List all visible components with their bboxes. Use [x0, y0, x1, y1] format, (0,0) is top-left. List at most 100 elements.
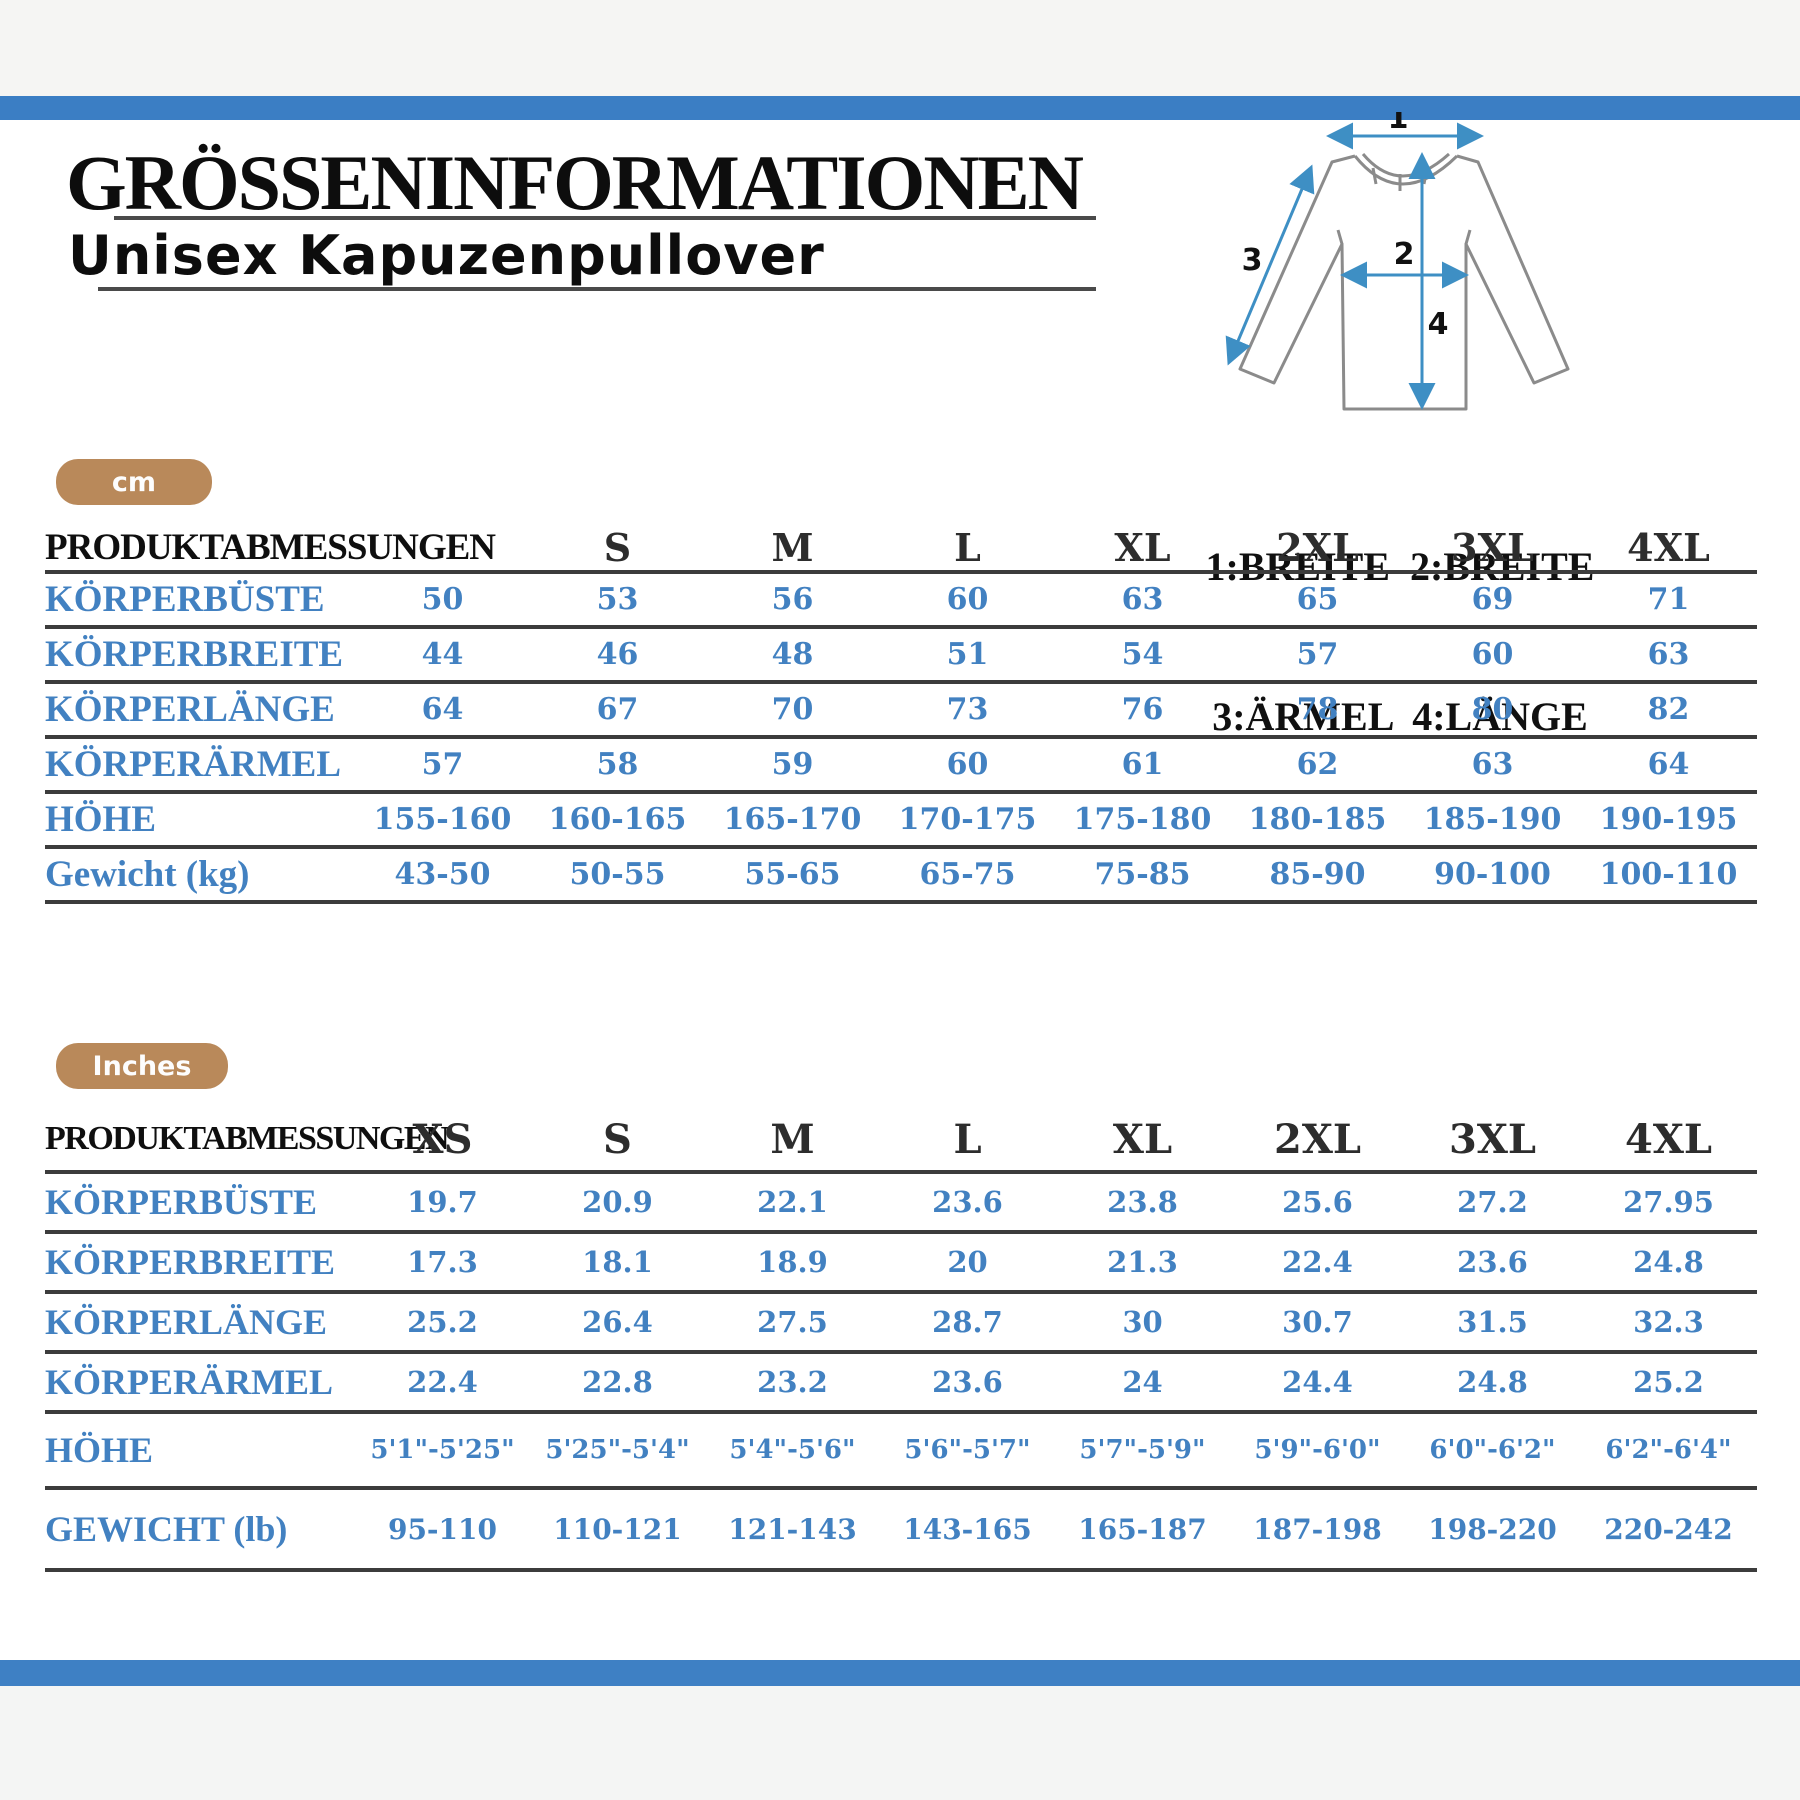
- cm_table-value-0-7: 71: [1647, 582, 1690, 617]
- cm_table-value-2-0: 64: [421, 692, 464, 727]
- cm_table-row-label-0: KÖRPERBÜSTE: [45, 579, 325, 620]
- cm_table-value-4-2: 165-170: [723, 802, 862, 837]
- inches_table-value-3-3: 23.6: [932, 1365, 1003, 1399]
- cm_table-value-0-6: 69: [1471, 582, 1514, 617]
- inches_table-value-4-5: 5'9"-6'0": [1254, 1435, 1381, 1465]
- cm_table-value-0-2: 56: [771, 582, 814, 617]
- cm_table-row-label-5: Gewicht (kg): [45, 854, 250, 895]
- inches_table-row-label-5: GEWICHT (lb): [45, 1509, 288, 1549]
- inches_table-value-2-5: 30.7: [1282, 1305, 1353, 1339]
- inches_table-size-head-XS: XS: [412, 1115, 473, 1163]
- cm_table-size-head-M: M: [771, 524, 814, 570]
- cm_table-value-3-5: 62: [1296, 747, 1339, 782]
- cm_table-row-label-3: KÖRPERÄRMEL: [45, 744, 341, 785]
- cm_table-size-head-3XL: 3XL: [1451, 524, 1534, 570]
- inches-unit-badge: Inches: [56, 1043, 228, 1089]
- cm_table-value-5-6: 90-100: [1434, 857, 1551, 892]
- inches_table-size-head-S: S: [603, 1115, 632, 1163]
- cm_table-value-4-5: 180-185: [1248, 802, 1387, 837]
- inches_table-value-4-1: 5'25"-5'4": [545, 1435, 690, 1465]
- cm_table-size-head-L: L: [954, 524, 981, 570]
- inches_table-value-0-4: 23.8: [1107, 1185, 1178, 1219]
- cm_table-row-1: KÖRPERBREITE 44 46 48 51 54 57 60 63: [45, 627, 1757, 682]
- inches_table-value-0-3: 23.6: [932, 1185, 1003, 1219]
- cm_table-value-2-2: 70: [771, 692, 814, 727]
- inches_table-value-0-5: 25.6: [1282, 1185, 1353, 1219]
- inches_table-size-head-M: M: [770, 1115, 815, 1163]
- cm_table-measurements-header: PRODUKTABMESSUNGEN: [45, 526, 496, 568]
- inches_table-value-1-6: 23.6: [1457, 1245, 1528, 1279]
- hoodie-outline-drawing: 1 2 3 4: [1225, 112, 1570, 411]
- inches_table-value-5-6: 198-220: [1428, 1512, 1557, 1546]
- inches_table-row-label-1: KÖRPERBREITE: [45, 1242, 336, 1282]
- cm_table-row-2: KÖRPERLÄNGE 64 67 70 73 76 78 80 82: [45, 682, 1757, 737]
- cm_table-value-1-5: 57: [1296, 637, 1339, 672]
- legend-line-1: 1:BREITE 2:BREITE: [1205, 544, 1595, 589]
- cm_table-value-4-0: 155-160: [373, 802, 512, 837]
- cm_table-value-1-7: 63: [1647, 637, 1690, 672]
- inches_table-value-5-0: 95-110: [387, 1512, 498, 1546]
- inches_table-value-1-4: 21.3: [1107, 1245, 1178, 1279]
- cm_table-value-2-1: 67: [596, 692, 639, 727]
- cm_table-value-4-3: 170-175: [898, 802, 1037, 837]
- cm_table-value-1-6: 60: [1471, 637, 1514, 672]
- marker-1-label: 1: [1388, 112, 1409, 136]
- inches_table-value-3-1: 22.8: [582, 1365, 653, 1399]
- cm_table-size-head-S: S: [603, 524, 632, 570]
- cm_table-value-5-0: 43-50: [394, 857, 491, 892]
- cm_table-value-0-1: 53: [596, 582, 639, 617]
- inches_table-value-1-3: 20: [947, 1245, 988, 1279]
- inches_table-row-label-0: KÖRPERBÜSTE: [45, 1182, 318, 1222]
- inches_table-value-3-7: 25.2: [1633, 1365, 1704, 1399]
- inches_table-value-4-2: 5'4"-5'6": [729, 1435, 856, 1465]
- inches_table-value-5-7: 220-242: [1604, 1512, 1733, 1546]
- cm_table-value-4-7: 190-195: [1599, 802, 1738, 837]
- cm_table-size-head-4XL: 4XL: [1627, 524, 1710, 570]
- inches_table-value-4-0: 5'1"-5'25": [370, 1435, 515, 1465]
- marker-3-label: 3: [1242, 243, 1263, 278]
- cm_table-value-1-4: 54: [1121, 637, 1164, 672]
- cm_table-value-5-3: 65-75: [919, 857, 1016, 892]
- inches_table-value-2-0: 25.2: [407, 1305, 478, 1339]
- cm_table-value-3-0: 57: [421, 747, 464, 782]
- cm_table-row-0: KÖRPERBÜSTE 50 53 56 60 63 65 69 71: [45, 572, 1757, 627]
- inches-size-table: PRODUKTABMESSUNGEN XS S M L XL 2XL 3XL 4XL KÖRPE…: [45, 1108, 1757, 1572]
- inches_table-size-head-4XL: 4XL: [1625, 1115, 1712, 1163]
- inches_table-row-label-3: KÖRPERÄRMEL: [45, 1362, 333, 1402]
- cm_table-value-2-6: 80: [1471, 692, 1514, 727]
- cm_table-value-5-2: 55-65: [744, 857, 841, 892]
- title-underline: [114, 216, 1096, 220]
- cm_table-value-3-6: 63: [1471, 747, 1514, 782]
- cm_table-value-3-7: 64: [1647, 747, 1690, 782]
- inches_table-value-5-5: 187-198: [1253, 1512, 1382, 1546]
- shirt-outline: [1238, 152, 1570, 411]
- inches_table-measurements-header: PRODUKTABMESSUNGEN: [45, 1120, 450, 1157]
- cm_table-value-0-4: 63: [1121, 582, 1164, 617]
- inches_table-value-5-1: 110-121: [553, 1512, 682, 1546]
- cm_table-value-1-1: 46: [596, 637, 639, 672]
- cm_table-value-2-7: 82: [1647, 692, 1690, 727]
- inches_table-value-3-2: 23.2: [757, 1365, 828, 1399]
- cm_table-row-label-2: KÖRPERLÄNGE: [45, 689, 335, 730]
- inches_table-size-head-XL: XL: [1112, 1115, 1173, 1163]
- measure-arrows: [1225, 122, 1484, 410]
- inches_table-value-1-7: 24.8: [1633, 1245, 1704, 1279]
- cm_table-value-4-4: 175-180: [1073, 802, 1212, 837]
- cm_table-value-5-5: 85-90: [1269, 857, 1366, 892]
- cm_table-size-head-2XL: 2XL: [1276, 524, 1359, 570]
- hoodie-measurement-diagram: 1 2 3 4 1:BREITE 2:BREITE 3:ÄRMEL 4:LÄNG…: [1170, 112, 1630, 842]
- cm_table-value-5-1: 50-55: [569, 857, 666, 892]
- inches_table-row-4: HÖHE 5'1"-5'25" 5'25"-5'4" 5'4"-5'6" 5'6"-5'…: [45, 1412, 1757, 1488]
- inches_table-value-1-1: 18.1: [582, 1245, 653, 1279]
- subtitle-underline: [98, 287, 1096, 291]
- legend-line-2: 3:ÄRMEL 4:LÄNGE: [1212, 694, 1588, 739]
- inches_table-row-5: GEWICHT (lb) 95-110 110-121 121-143 143-165 1…: [45, 1488, 1757, 1570]
- cm_table-value-3-3: 60: [946, 747, 989, 782]
- inches_table-value-5-4: 165-187: [1078, 1512, 1207, 1546]
- inches_table-value-2-6: 31.5: [1457, 1305, 1528, 1339]
- inches_table-value-5-2: 121-143: [728, 1512, 857, 1546]
- bottom-band: [0, 1686, 1800, 1800]
- inches_table-value-2-2: 27.5: [757, 1305, 828, 1339]
- inches_table-value-0-7: 27.95: [1623, 1185, 1714, 1219]
